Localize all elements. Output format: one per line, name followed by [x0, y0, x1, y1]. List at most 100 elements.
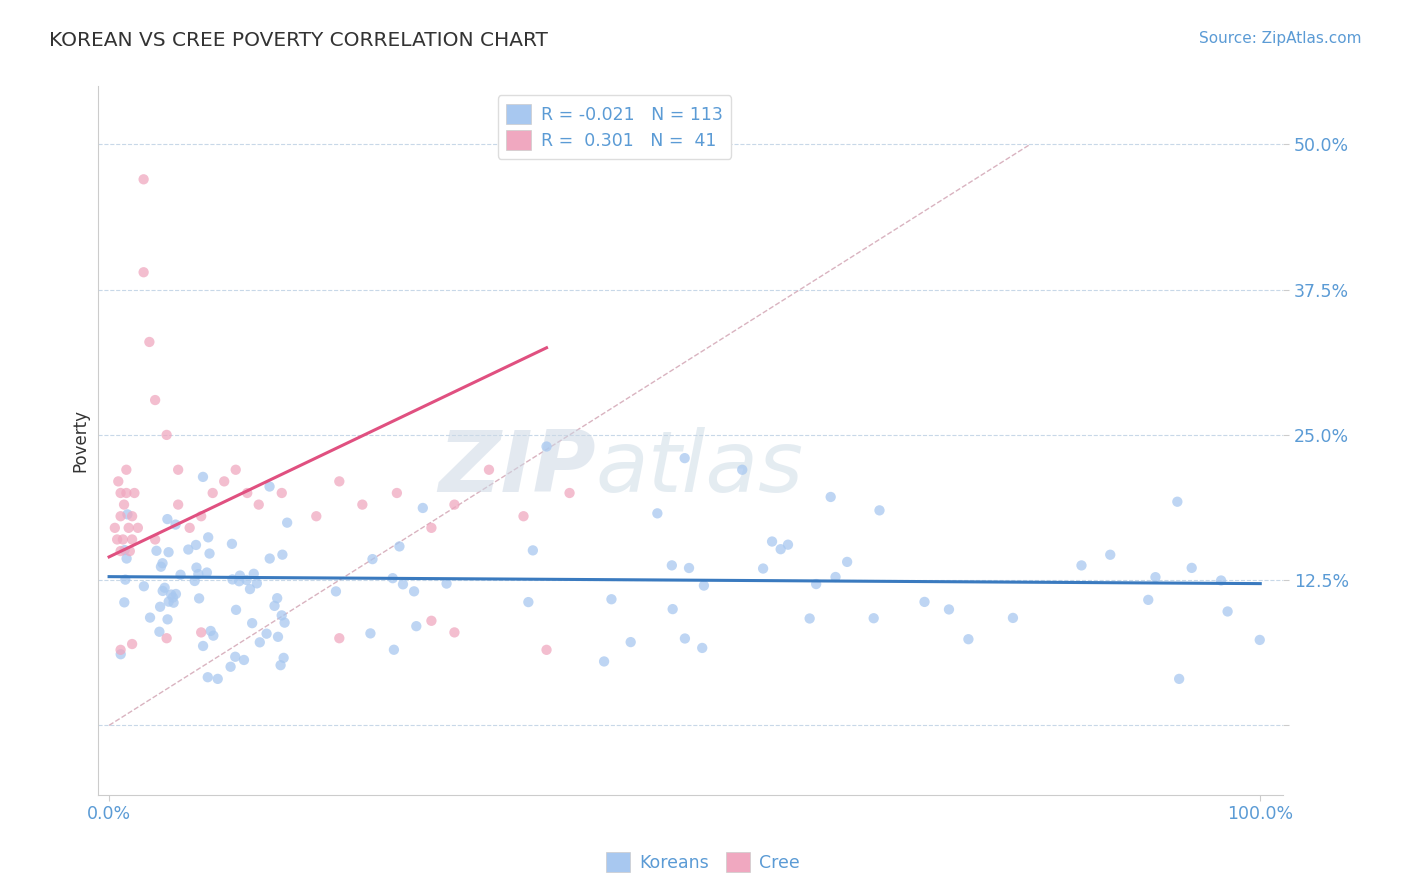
Point — [225, 603, 247, 617]
Point — [110, 647, 132, 661]
Point — [522, 543, 544, 558]
Point — [235, 573, 257, 587]
Point — [673, 451, 696, 466]
Point — [115, 551, 138, 566]
Point — [837, 555, 859, 569]
Point — [536, 440, 558, 454]
Point — [1166, 494, 1188, 508]
Point — [420, 614, 443, 628]
Point — [112, 498, 135, 512]
Point — [165, 587, 187, 601]
Point — [152, 556, 174, 570]
Point — [239, 582, 262, 596]
Point — [127, 521, 149, 535]
Point — [824, 570, 846, 584]
Point — [690, 640, 713, 655]
Point — [179, 521, 201, 535]
Point — [271, 548, 294, 562]
Point — [914, 595, 936, 609]
Point — [405, 619, 427, 633]
Point — [207, 672, 229, 686]
Point — [436, 576, 458, 591]
Point — [195, 566, 218, 580]
Text: atlas: atlas — [596, 426, 804, 509]
Point — [381, 571, 404, 585]
Point — [404, 584, 426, 599]
Point — [799, 611, 821, 625]
Point — [149, 559, 172, 574]
Point — [558, 486, 581, 500]
Point — [138, 334, 160, 349]
Point — [259, 551, 281, 566]
Point — [153, 581, 176, 595]
Point — [160, 588, 183, 602]
Y-axis label: Poverty: Poverty — [72, 409, 89, 472]
Point — [162, 591, 184, 605]
Point — [256, 626, 278, 640]
Point — [183, 574, 205, 588]
Point — [156, 428, 179, 442]
Point — [1168, 672, 1191, 686]
Point — [191, 470, 214, 484]
Point — [1070, 558, 1092, 573]
Point — [593, 655, 616, 669]
Point — [246, 576, 269, 591]
Point — [804, 577, 827, 591]
Point — [693, 578, 716, 592]
Point — [112, 595, 135, 609]
Point — [385, 486, 408, 500]
Point — [198, 547, 221, 561]
Point — [1137, 592, 1160, 607]
Point — [325, 584, 347, 599]
Point — [104, 521, 127, 535]
Point — [121, 637, 143, 651]
Point — [115, 463, 138, 477]
Point — [190, 625, 212, 640]
Point — [512, 509, 534, 524]
Point — [224, 649, 246, 664]
Point — [110, 544, 132, 558]
Text: KOREAN VS CREE POVERTY CORRELATION CHART: KOREAN VS CREE POVERTY CORRELATION CHART — [49, 31, 548, 50]
Point — [392, 577, 415, 591]
Point — [957, 632, 980, 647]
Point — [105, 533, 128, 547]
Point — [139, 610, 162, 624]
Point — [266, 591, 288, 606]
Point — [115, 486, 138, 500]
Point — [114, 573, 136, 587]
Point — [820, 490, 842, 504]
Point — [167, 463, 190, 477]
Point — [169, 567, 191, 582]
Point — [190, 509, 212, 524]
Point — [661, 602, 683, 616]
Point — [240, 616, 263, 631]
Point — [862, 611, 884, 625]
Legend: R = -0.021   N = 113, R =  0.301   N =  41: R = -0.021 N = 113, R = 0.301 N = 41 — [498, 95, 731, 159]
Point — [156, 512, 179, 526]
Point — [229, 568, 252, 582]
Legend: Koreans, Cree: Koreans, Cree — [599, 845, 807, 879]
Point — [352, 498, 374, 512]
Point — [536, 643, 558, 657]
Point — [200, 624, 222, 638]
Point — [270, 658, 292, 673]
Point — [197, 530, 219, 544]
Point — [620, 635, 643, 649]
Point — [661, 558, 683, 573]
Point — [478, 463, 501, 477]
Point — [270, 608, 292, 623]
Point — [197, 670, 219, 684]
Point — [188, 591, 211, 606]
Point — [187, 567, 209, 582]
Point — [121, 509, 143, 524]
Point — [1181, 561, 1204, 575]
Point — [328, 475, 350, 489]
Point — [673, 632, 696, 646]
Point — [1144, 570, 1167, 584]
Point — [388, 540, 411, 554]
Point — [270, 486, 292, 500]
Point — [201, 486, 224, 500]
Point — [1099, 548, 1122, 562]
Point — [212, 475, 235, 489]
Point — [359, 626, 381, 640]
